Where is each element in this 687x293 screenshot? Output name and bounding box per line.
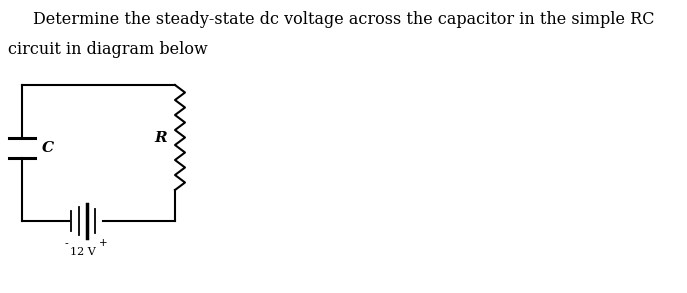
Text: circuit in diagram below: circuit in diagram below: [8, 41, 207, 58]
Text: 12 V: 12 V: [70, 247, 96, 257]
Text: +: +: [99, 238, 108, 248]
Text: R: R: [155, 130, 167, 144]
Text: Determine the steady-state dc voltage across the capacitor in the simple RC: Determine the steady-state dc voltage ac…: [33, 11, 655, 28]
Text: C: C: [42, 141, 54, 155]
Text: -: -: [65, 238, 69, 248]
